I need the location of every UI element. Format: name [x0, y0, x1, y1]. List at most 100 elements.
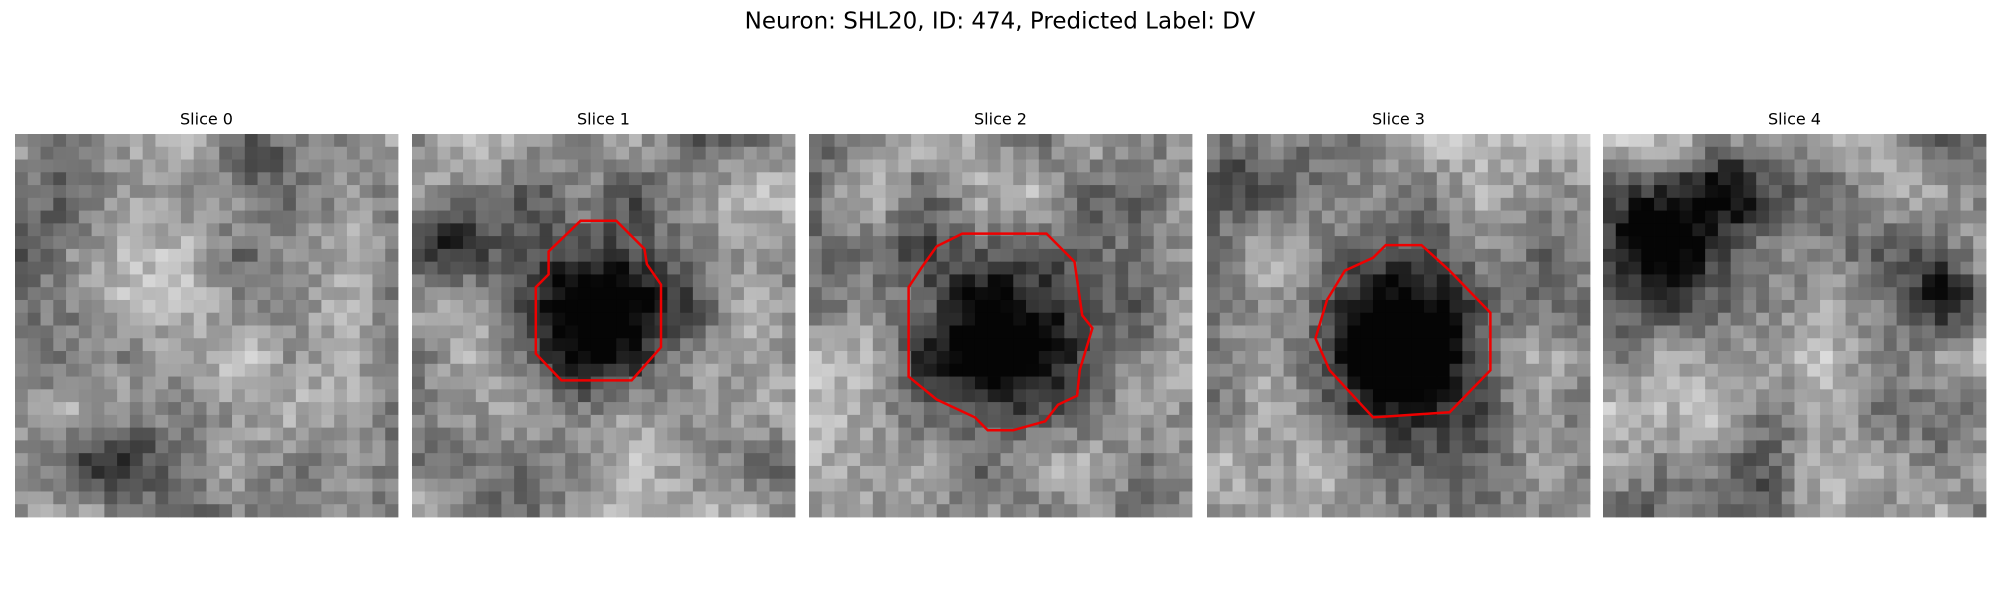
- pixel: [1947, 312, 1961, 326]
- pixel: [743, 185, 758, 199]
- pixel: [1500, 465, 1514, 480]
- pixel: [616, 236, 630, 250]
- pixel: [872, 312, 886, 326]
- pixel: [1321, 414, 1336, 429]
- pixel: [974, 453, 989, 467]
- pixel: [1564, 312, 1578, 326]
- pixel: [769, 299, 783, 314]
- pixel: [424, 440, 438, 454]
- pixel: [667, 465, 681, 480]
- pixel: [488, 414, 502, 429]
- pixel: [1207, 159, 1221, 173]
- pixel: [180, 236, 195, 250]
- pixel: [743, 312, 758, 326]
- pixel: [283, 172, 297, 186]
- pixel: [1077, 414, 1091, 429]
- pixel: [526, 287, 541, 301]
- pixel: [987, 453, 1001, 467]
- pixel: [15, 478, 29, 492]
- pixel: [142, 299, 156, 314]
- pixel: [590, 440, 604, 454]
- pixel: [809, 223, 823, 237]
- pixel: [450, 172, 464, 186]
- pixel: [731, 159, 745, 173]
- pixel: [1013, 172, 1027, 186]
- pixel: [616, 491, 630, 505]
- pixel: [283, 402, 297, 416]
- pixel: [27, 402, 41, 416]
- pixel: [78, 414, 92, 429]
- pixel: [911, 172, 925, 186]
- pixel: [1245, 299, 1259, 314]
- pixel: [1436, 274, 1450, 288]
- pixel: [1102, 325, 1116, 339]
- pixel: [1960, 440, 1974, 454]
- pixel: [1232, 351, 1246, 365]
- pixel: [1564, 261, 1578, 275]
- pixel: [1398, 491, 1412, 505]
- pixel: [168, 491, 182, 505]
- pixel: [1077, 159, 1091, 173]
- pixel: [885, 453, 899, 467]
- pixel: [1166, 376, 1180, 390]
- pixel: [743, 210, 758, 224]
- pixel: [872, 338, 886, 352]
- pixel: [359, 223, 373, 237]
- pixel: [1871, 274, 1885, 288]
- pixel: [949, 478, 963, 492]
- pixel: [1922, 491, 1936, 505]
- pixel: [168, 504, 182, 518]
- pixel: [756, 427, 770, 441]
- pixel: [1500, 491, 1514, 505]
- pixel: [1385, 491, 1399, 505]
- pixel: [1166, 465, 1180, 480]
- pixel: [283, 351, 297, 365]
- pixel: [847, 299, 861, 314]
- pixel: [206, 197, 220, 211]
- pixel: [475, 363, 489, 377]
- pixel: [1615, 197, 1629, 211]
- pixel: [1207, 453, 1221, 467]
- pixel: [129, 338, 144, 352]
- pixel: [1128, 491, 1142, 505]
- pixel: [180, 312, 195, 326]
- pixel: [424, 172, 438, 186]
- pixel: [1051, 389, 1065, 403]
- pixel: [936, 248, 950, 263]
- pixel: [526, 440, 541, 454]
- pixel: [809, 338, 823, 352]
- pixel: [412, 402, 426, 416]
- pixel: [385, 185, 399, 199]
- pixel: [91, 172, 105, 186]
- pixel: [1883, 465, 1898, 480]
- pixel: [1628, 389, 1642, 403]
- pixel: [270, 299, 284, 314]
- pixel: [206, 299, 220, 314]
- pixel: [1641, 363, 1655, 377]
- pixel: [1551, 236, 1565, 250]
- pixel: [308, 159, 322, 173]
- pixel: [270, 159, 284, 173]
- pixel: [1449, 134, 1463, 148]
- pixel: [488, 478, 502, 492]
- pixel: [923, 299, 938, 314]
- pixel: [1934, 491, 1949, 505]
- pixel: [129, 453, 144, 467]
- pixel: [1730, 312, 1744, 326]
- pixel: [821, 261, 835, 275]
- pixel: [104, 325, 118, 339]
- pixel: [680, 159, 694, 173]
- pixel: [590, 338, 604, 352]
- pixel: [1321, 159, 1336, 173]
- pixel: [1424, 248, 1438, 263]
- pixel: [359, 478, 373, 492]
- pixel: [1628, 478, 1642, 492]
- pixel: [1000, 325, 1014, 339]
- pixel: [692, 159, 707, 173]
- pixel: [1013, 146, 1027, 160]
- pixel: [974, 338, 989, 352]
- pixel: [1564, 465, 1578, 480]
- pixel: [1883, 197, 1898, 211]
- pixel: [501, 261, 515, 275]
- pixel: [180, 465, 195, 480]
